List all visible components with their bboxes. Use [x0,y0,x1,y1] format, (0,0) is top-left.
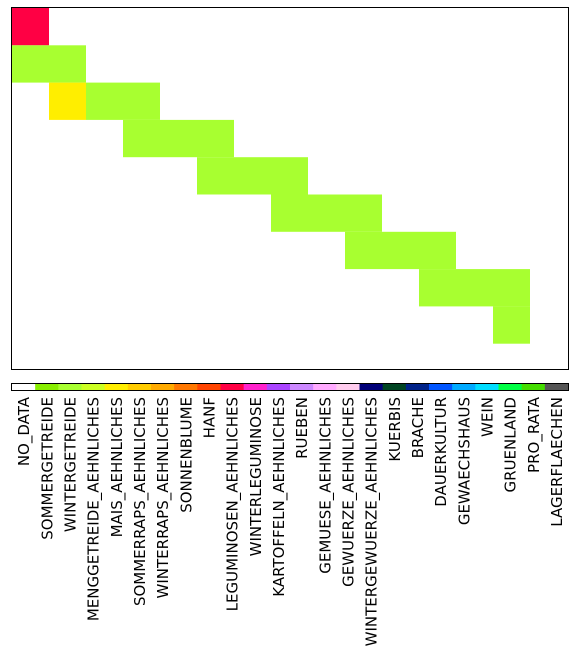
tick-label-pro-rata: PRO_RATA [525,396,544,473]
colorbar-segment-14 [336,384,360,390]
tick-label-winterraps-aehnliches: WINTERRAPS_AEHNLICHES [154,397,173,598]
heatmap-cell-8 [419,269,530,307]
colorbar-tick-labels: NO_DATA SOMMERGETREIDE WINTERGETREIDE MENGG… [15,396,566,646]
colorbar-segment-5 [127,384,152,390]
heatmap-cell-6 [271,194,382,232]
tick-label-gewaechshaus: GEWAECHSHAUS [455,397,473,525]
colorbar-segment-10 [243,384,268,390]
tick-label-brache: BRACHE [409,397,427,458]
heatmap-cell-3 [86,82,160,120]
tick-label-lagerflaechen: LAGERFLAECHEN [548,397,566,527]
colorbar-frame [11,383,569,391]
tick-label-leguminosen-aehnliches: LEGUMINOSEN_AEHNLICHES [224,397,243,611]
colorbar-segment-11 [266,384,291,390]
colorbar-segment-3 [81,384,106,390]
colorbar-segment-22 [521,384,546,390]
tick-label-wein: WEIN [478,397,496,437]
heatmap-cell-5 [197,157,308,195]
tick-label-gruenland: GRUENLAND [502,397,520,492]
colorbar-segment-21 [498,384,523,390]
tick-label-wintergewuerze-aehnliches: WINTERGEWUERZE_AEHNLICHES [363,397,382,646]
tick-label-kartoffeln-aehnliches: KARTOFFELN_AEHNLICHES [270,397,289,597]
colorbar [12,384,569,390]
colorbar-segment-6 [151,384,175,390]
colorbar-segment-18 [429,384,453,390]
tick-label-hanf: HANF [200,397,218,438]
colorbar-segment-1 [35,384,59,390]
colorbar-segment-23 [544,384,569,390]
tick-label-no-data: NO_DATA [15,396,34,466]
heatmap-cell-0 [12,8,49,46]
tick-label-menggetreide-aehnliches: MENGGETREIDE_AEHNLICHES [85,397,104,621]
colorbar-segment-7 [174,384,198,390]
colorbar-segment-13 [313,384,337,390]
tick-label-dauerkultur: DAUERKULTUR [432,397,450,507]
tick-label-gemuese-aehnliches: GEMUESE_AEHNLICHES [316,397,335,574]
heatmap-cells [12,8,530,344]
tick-label-kuerbis: KUERBIS [386,397,404,462]
colorbar-segment-12 [290,384,314,390]
heatmap-cell-2 [49,82,86,120]
tick-label-mais-aehnliches: MAIS_AEHNLICHES [108,397,127,537]
plot-frame [11,7,569,370]
colorbar-segment-9 [220,384,245,390]
colorbar-segment-15 [359,384,384,390]
tick-label-winterleguminose: WINTERLEGUMINOSE [247,397,265,556]
tick-label-sommergetreide: SOMMERGETREIDE [38,397,56,540]
tick-label-sommerraps-aehnliches: SOMMERRAPS_AEHNLICHES [131,397,150,606]
tick-label-gewuerze-aehnliches: GEWUERZE_AEHNLICHES [339,397,358,587]
colorbar-segment-4 [104,384,129,390]
colorbar-segment-16 [382,384,407,390]
tick-label-wintergetreide: WINTERGETREIDE [61,397,79,532]
colorbar-segment-8 [197,384,221,390]
tick-label-sonnenblume: SONNENBLUME [177,397,195,513]
heatmap-cell-4 [123,119,234,158]
colorbar-segment-20 [475,384,499,390]
colorbar-segment-0 [12,384,36,390]
tick-label-rueben: RUEBEN [293,397,311,459]
heatmap-cell-7 [345,231,456,270]
colorbar-segment-19 [452,384,476,390]
colorbar-segment-2 [58,384,82,390]
colorbar-segment-17 [405,384,430,390]
heatmap-cell-1 [12,45,86,83]
heatmap-cell-9 [493,306,530,344]
